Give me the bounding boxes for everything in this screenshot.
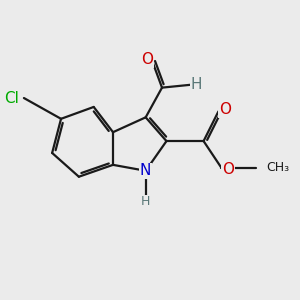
Text: O: O (219, 102, 231, 117)
Text: Cl: Cl (4, 91, 20, 106)
Text: O: O (222, 162, 234, 177)
Text: H: H (141, 196, 150, 208)
Text: H: H (190, 77, 202, 92)
Text: O: O (141, 52, 153, 67)
Text: CH₃: CH₃ (266, 161, 289, 174)
Text: N: N (140, 163, 152, 178)
